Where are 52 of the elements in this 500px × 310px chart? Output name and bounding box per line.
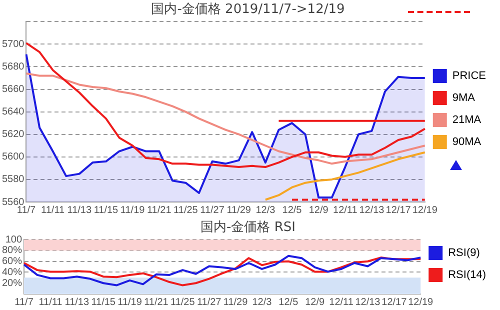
y-tick-label: 5620 — [2, 129, 25, 140]
x-tick-label: 12/11 — [333, 204, 358, 216]
x-tick-label: 12/9 — [305, 296, 326, 308]
x-tick-label: 12/5 — [278, 296, 299, 308]
x-tick-label: 11/29 — [226, 204, 252, 216]
y-tick-label: 5640 — [2, 106, 25, 118]
legend-label: 21MA — [452, 114, 482, 126]
legend-label: RSI(9) — [448, 247, 480, 260]
x-tick-label: 12/19 — [408, 296, 434, 308]
x-tick-label: 11/21 — [146, 204, 172, 216]
legend-label: 9MA — [452, 92, 476, 104]
x-tick-label: 11/19 — [118, 296, 142, 308]
y-tick-label: 5580 — [2, 174, 25, 186]
x-tick-label: 12/13 — [355, 296, 381, 308]
x-tick-label: 12/19 — [412, 204, 438, 216]
x-tick-label: 12/17 — [382, 296, 408, 308]
y-tick-label: 20% — [2, 278, 22, 289]
x-tick-label: 12/3 — [256, 204, 276, 216]
x-tick-label: 11/15 — [94, 204, 119, 216]
x-tick-label: 11/13 — [67, 204, 92, 216]
x-tick-label: 12/5 — [282, 204, 302, 216]
x-tick-label: 11/27 — [196, 296, 222, 308]
x-tick-label: 11/15 — [91, 296, 116, 308]
legend-label: RSI(14) — [448, 269, 486, 282]
x-tick-label: 12/3 — [252, 296, 272, 308]
x-tick-label: 11/13 — [64, 296, 90, 308]
chart-title: 国内-金価格 2019/11/7->12/19 — [151, 2, 345, 18]
x-tick-label: 12/13 — [359, 204, 385, 216]
y-tick-label: 5700 — [2, 38, 25, 50]
x-tick-label: 11/7 — [14, 296, 34, 308]
x-tick-label: 11/7 — [16, 204, 36, 216]
legend-label: 90MA — [452, 136, 482, 148]
x-tick-label: 11/25 — [174, 204, 198, 216]
x-tick-label: 11/21 — [144, 296, 169, 308]
legend-label: PRICE — [452, 70, 486, 82]
y-tick-label: 60% — [2, 256, 22, 268]
x-tick-label: 11/29 — [223, 296, 248, 308]
x-tick-label: 12/17 — [386, 204, 412, 216]
x-tick-label: 11/19 — [120, 204, 146, 216]
y-tick-label: 5600 — [2, 152, 25, 163]
x-tick-label: 11/11 — [38, 296, 63, 308]
chart-title: 国内-金価格 RSI — [200, 220, 296, 236]
y-tick-label: 80% — [2, 245, 22, 256]
x-tick-label: 11/25 — [170, 296, 196, 308]
x-tick-label: 12/9 — [308, 204, 329, 216]
y-tick-label: 5660 — [2, 84, 25, 95]
y-tick-label: 100 — [5, 234, 22, 246]
y-tick-label: 5680 — [2, 61, 25, 72]
x-tick-label: 11/27 — [200, 204, 225, 216]
x-tick-label: 12/11 — [329, 296, 354, 308]
x-tick-label: 11/11 — [41, 204, 66, 216]
y-tick-label: 40% — [2, 266, 22, 278]
